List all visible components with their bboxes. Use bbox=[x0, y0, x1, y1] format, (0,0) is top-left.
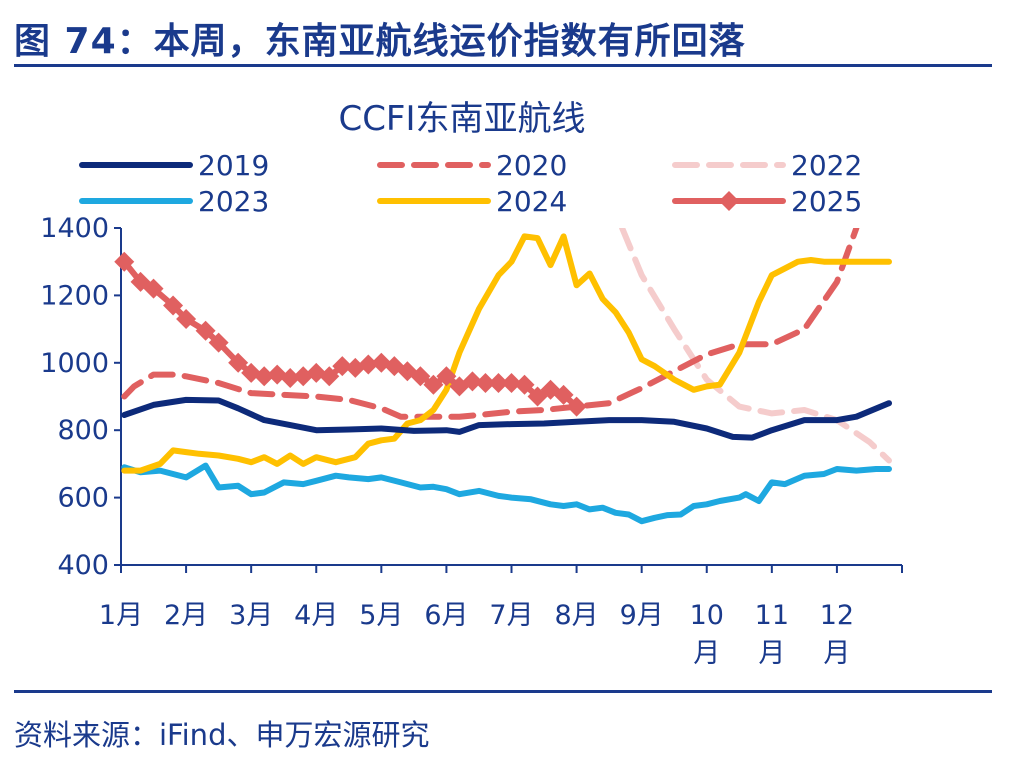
legend-label-2020: 2020 bbox=[496, 149, 567, 182]
source-note: 资料来源：iFind、申万宏源研究 bbox=[14, 718, 430, 752]
data-point-2025 bbox=[195, 320, 216, 341]
data-point-2025 bbox=[475, 373, 496, 394]
x-tick-label: 2月 bbox=[164, 600, 208, 631]
y-tick-label: 800 bbox=[57, 415, 109, 446]
y-tick-label: 1400 bbox=[40, 213, 109, 244]
x-tick-label: 4月 bbox=[294, 600, 338, 631]
x-tick-label: 1月 bbox=[99, 600, 143, 631]
legend-label-2025: 2025 bbox=[791, 185, 862, 218]
data-point-2025 bbox=[423, 374, 444, 395]
x-tick-label: 7月 bbox=[489, 600, 533, 631]
data-point-2025 bbox=[501, 373, 522, 394]
series-line-2023 bbox=[121, 462, 892, 525]
data-point-2025 bbox=[566, 396, 587, 417]
data-point-2025 bbox=[462, 371, 483, 392]
series-line-2020 bbox=[121, 228, 860, 420]
series-line-2019 bbox=[121, 396, 892, 441]
y-tick-label: 1000 bbox=[40, 348, 109, 379]
x-tick-label: 3月 bbox=[229, 600, 273, 631]
data-point-2025 bbox=[436, 366, 457, 387]
series-layer bbox=[114, 228, 892, 525]
data-point-2025 bbox=[254, 366, 275, 387]
legend-label-2024: 2024 bbox=[496, 185, 567, 218]
data-point-2025 bbox=[163, 295, 184, 316]
source-rule bbox=[14, 690, 992, 693]
data-point-2025 bbox=[280, 367, 301, 388]
x-tick-label: 9月 bbox=[620, 600, 664, 631]
data-point-2025 bbox=[553, 384, 574, 405]
x-tick-label: 11 月 bbox=[755, 600, 789, 669]
x-tick-label: 8月 bbox=[554, 600, 598, 631]
legend-label-2022: 2022 bbox=[791, 149, 862, 182]
x-tick-label: 5月 bbox=[359, 600, 403, 631]
series-line-2022 bbox=[619, 228, 892, 464]
y-tick-label: 600 bbox=[57, 483, 109, 514]
data-point-2025 bbox=[488, 373, 509, 394]
chart: CCFI东南亚航线 2019 2020 2022 2023 2024 2025 400 60… bbox=[40, 99, 903, 669]
x-tick-label: 6月 bbox=[424, 600, 468, 631]
y-tick-label: 1200 bbox=[40, 280, 109, 311]
data-point-2025 bbox=[143, 278, 164, 299]
legend: 2019 2020 2022 2023 2024 2025 bbox=[79, 149, 862, 218]
data-point-2025 bbox=[114, 251, 135, 272]
chart-title: CCFI东南亚航线 bbox=[338, 99, 585, 139]
data-point-2025 bbox=[208, 332, 229, 353]
x-tick-label: 10 月 bbox=[690, 600, 724, 669]
title-rule bbox=[14, 64, 992, 67]
series-line-2024 bbox=[121, 233, 892, 474]
legend-label-2019: 2019 bbox=[198, 149, 269, 182]
x-tick-label: 12 月 bbox=[820, 600, 854, 669]
y-tick-label: 400 bbox=[57, 550, 109, 581]
data-point-2025 bbox=[358, 354, 379, 375]
data-point-2025 bbox=[410, 366, 431, 387]
legend-marker-2025 bbox=[719, 191, 739, 211]
data-point-2025 bbox=[332, 356, 353, 377]
data-point-2025 bbox=[228, 352, 249, 373]
data-point-2025 bbox=[176, 308, 197, 329]
data-point-2025 bbox=[514, 374, 535, 395]
figure-title: 图 74：本周，东南亚航线运价指数有所回落 bbox=[14, 21, 746, 62]
axes: 400 600 800 1000 1200 1400 1月 2月 3月 4月 5月 6月 7月 8月 9月 1… bbox=[40, 213, 903, 669]
data-point-2025 bbox=[319, 366, 340, 387]
legend-label-2023: 2023 bbox=[198, 185, 269, 218]
